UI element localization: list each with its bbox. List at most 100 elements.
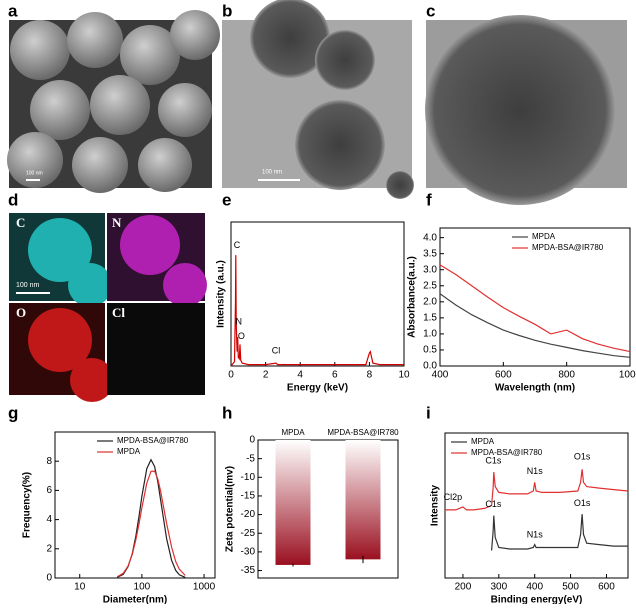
scale-label: 100 nm: [262, 170, 282, 176]
y-tick-label: -5: [246, 453, 255, 464]
data-line: [230, 255, 404, 367]
plot-frame: [230, 221, 405, 367]
peak-label: Cl: [272, 345, 281, 355]
peak-label: N1s: [527, 530, 544, 540]
panel-label: a: [8, 1, 18, 20]
y-tick-label: -15: [241, 491, 256, 502]
data-line: [439, 293, 631, 358]
data-line: [491, 514, 628, 551]
category-label: MPDA: [281, 428, 305, 437]
tem-image: 100 nm: [222, 0, 414, 199]
x-tick-label: 10: [398, 370, 410, 381]
panel-label: b: [222, 1, 232, 20]
data-line: [445, 469, 629, 511]
x-tick-label: 8: [367, 370, 373, 381]
x-tick-label: 600: [495, 370, 512, 381]
x-tick-label: 2: [263, 370, 269, 381]
legend-label: MPDA: [117, 447, 141, 456]
x-tick-label: 1000: [619, 370, 636, 381]
panel-label: g: [8, 403, 18, 422]
y-tick-label: -35: [241, 565, 256, 576]
bar: [275, 440, 311, 565]
y-tick-label: 0: [249, 435, 255, 446]
y-tick-label: 2.5: [423, 280, 437, 291]
plot-frame: [257, 439, 399, 579]
peak-label: O: [238, 331, 245, 341]
x-tick-label: 100: [134, 582, 151, 593]
plot-frame: [439, 227, 631, 367]
x-tick-label: 4: [297, 370, 303, 381]
y-tick-label: 6: [46, 485, 52, 496]
x-axis-title: Wavelength (nm): [495, 383, 575, 394]
plot-frame: [54, 431, 216, 579]
plot-frame: [444, 432, 629, 579]
peak-label: O1s: [574, 451, 591, 461]
x-tick-label: 600: [598, 582, 615, 593]
legend-label: MPDA-BSA@IR780: [117, 436, 189, 445]
element-label: O: [16, 305, 26, 320]
x-tick-label: 500: [562, 582, 579, 593]
y-tick-label: 2: [46, 543, 52, 554]
data-line: [439, 264, 631, 353]
y-tick-label: 0.5: [423, 345, 437, 356]
panel-label: i: [426, 403, 431, 422]
y-tick-label: -30: [241, 547, 256, 558]
y-tick-label: 1.0: [423, 329, 437, 340]
peak-label: C1s: [485, 499, 502, 509]
legend-label: MPDA: [471, 437, 495, 446]
peak-label: C: [234, 240, 241, 250]
y-axis-title: Frequency(%): [22, 472, 33, 538]
panel-label: c: [426, 1, 435, 20]
element-mapping: C N O Cl 100 nm: [9, 213, 207, 402]
element-label: Cl: [112, 305, 125, 320]
y-tick-label: 4.0: [423, 232, 437, 243]
peak-label: O1s: [574, 498, 591, 508]
y-tick-label: -25: [241, 528, 256, 539]
y-tick-label: 0: [46, 573, 52, 584]
category-label: MPDA-BSA@IR780: [327, 428, 399, 437]
y-tick-label: -10: [241, 472, 256, 483]
panel-label: e: [222, 190, 231, 209]
y-axis-title: Absorbance(a.u.): [407, 256, 418, 338]
y-tick-label: 3.0: [423, 264, 437, 275]
y-axis-title: Intensity: [430, 485, 441, 527]
y-tick-label: 1.5: [423, 313, 437, 324]
peak-label: C1s: [485, 456, 502, 466]
x-tick-label: 300: [490, 582, 507, 593]
y-tick-label: 8: [46, 456, 52, 467]
legend-label: MPDA: [532, 232, 556, 241]
data-line: [116, 470, 186, 578]
y-tick-label: 3.5: [423, 248, 437, 259]
panel-label: f: [426, 190, 432, 209]
peak-label: Cl2p: [444, 492, 463, 502]
y-tick-label: -20: [241, 509, 256, 520]
x-axis-title: Diameter(nm): [103, 595, 167, 604]
x-tick-label: 200: [455, 582, 472, 593]
element-label: N: [112, 215, 122, 230]
bar: [345, 440, 381, 560]
scale-label: 100 nm: [16, 282, 40, 289]
x-tick-label: 400: [526, 582, 543, 593]
y-tick-label: 0.0: [423, 361, 437, 372]
x-axis-title: Binding energy(eV): [491, 595, 583, 604]
sem-image: 100 nm: [7, 10, 220, 193]
x-tick-label: 10: [74, 582, 86, 593]
x-tick-label: 1000: [193, 582, 216, 593]
legend-label: MPDA-BSA@IR780: [532, 243, 604, 252]
peak-label: N: [236, 316, 243, 326]
x-axis-title: Energy (keV): [287, 383, 348, 394]
x-tick-label: 0: [228, 370, 234, 381]
x-tick-label: 400: [432, 370, 449, 381]
y-tick-label: 4: [46, 514, 52, 525]
y-axis-title: Intensity (a.u.): [216, 260, 227, 328]
y-tick-label: 2.0: [423, 296, 437, 307]
panel-label: h: [222, 403, 232, 422]
scale-label: 100 nm: [26, 170, 43, 176]
peak-label: N1s: [527, 466, 544, 476]
x-tick-label: 6: [332, 370, 338, 381]
x-tick-label: 800: [558, 370, 575, 381]
tem-zoom-image: [425, 15, 627, 205]
y-axis-title: Zeta potential(mv): [225, 466, 236, 552]
panel-label: d: [8, 190, 18, 209]
